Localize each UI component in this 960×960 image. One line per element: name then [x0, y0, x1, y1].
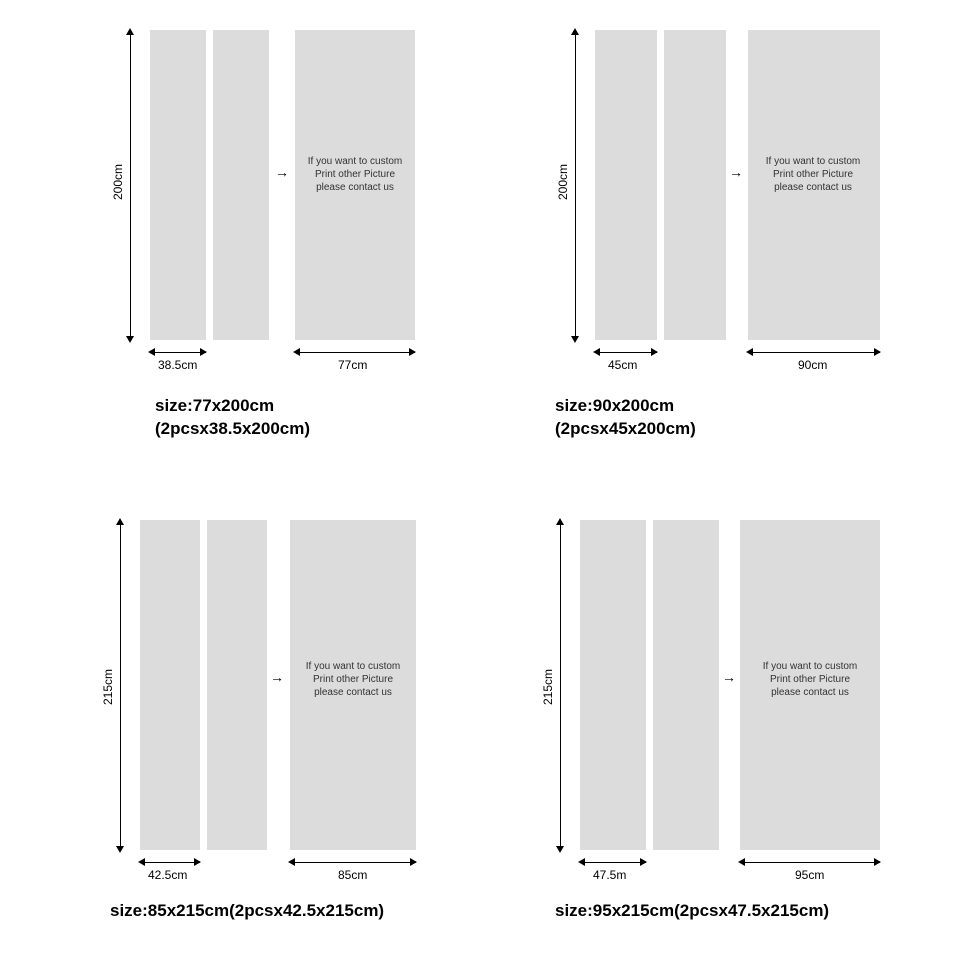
arrow-right-icon: → [275, 165, 289, 179]
full-width-label: 77cm [338, 358, 367, 372]
half-width-dim-line [595, 352, 657, 353]
size-grid: 200cm → If you want to custom Print othe… [0, 0, 960, 960]
note-line-2: Print other Picture [773, 169, 853, 180]
arrow-right-icon: → [270, 670, 284, 684]
note-line-1: If you want to custom [308, 156, 403, 167]
half-width-label: 38.5cm [158, 358, 197, 372]
diagram-95x215: 215cm → If you want to custom Print othe… [480, 480, 960, 960]
note-line-1: If you want to custom [766, 156, 861, 167]
half-panel-a [140, 520, 200, 850]
size-diagram-cell: 200cm → If you want to custom Print othe… [480, 0, 960, 480]
caption-line-1: size:77x200cm [155, 396, 274, 415]
size-caption: size:90x200cm (2pcsx45x200cm) [555, 395, 696, 441]
half-panel-a [580, 520, 646, 850]
arrowhead-right-icon [640, 858, 647, 866]
arrowhead-right-icon [651, 348, 658, 356]
height-label: 215cm [101, 669, 115, 705]
height-dim-line [560, 520, 561, 850]
half-width-label: 47.5m [593, 868, 626, 882]
arrowhead-left-icon [578, 858, 585, 866]
size-caption: size:95x215cm(2pcsx47.5x215cm) [555, 900, 829, 923]
note-line-2: Print other Picture [770, 674, 850, 685]
full-width-dim-line [748, 352, 880, 353]
arrowhead-down-icon [556, 846, 564, 853]
size-diagram-cell: 215cm → If you want to custom Print othe… [0, 480, 480, 960]
note-line-2: Print other Picture [313, 674, 393, 685]
arrowhead-left-icon [148, 348, 155, 356]
diagram-77x200: 200cm → If you want to custom Print othe… [0, 0, 480, 480]
height-label: 200cm [556, 164, 570, 200]
full-width-label: 95cm [795, 868, 824, 882]
arrowhead-right-icon [874, 348, 881, 356]
full-width-dim-line [740, 862, 880, 863]
note-line-3: please contact us [774, 182, 852, 193]
arrowhead-down-icon [116, 846, 124, 853]
arrowhead-down-icon [571, 336, 579, 343]
note-line-3: please contact us [771, 687, 849, 698]
size-diagram-cell: 215cm → If you want to custom Print othe… [480, 480, 960, 960]
custom-note: If you want to custom Print other Pictur… [753, 155, 873, 194]
custom-note: If you want to custom Print other Pictur… [295, 155, 415, 194]
arrowhead-up-icon [116, 518, 124, 525]
arrowhead-down-icon [126, 336, 134, 343]
height-dim-line [120, 520, 121, 850]
caption-line-1: size:95x215cm(2pcsx47.5x215cm) [555, 901, 829, 920]
note-line-3: please contact us [316, 182, 394, 193]
arrowhead-right-icon [410, 858, 417, 866]
caption-line-1: size:90x200cm [555, 396, 674, 415]
caption-line-1: size:85x215cm(2pcsx42.5x215cm) [110, 901, 384, 920]
half-width-label: 42.5cm [148, 868, 187, 882]
arrowhead-right-icon [200, 348, 207, 356]
note-line-3: please contact us [314, 687, 392, 698]
custom-note: If you want to custom Print other Pictur… [293, 660, 413, 699]
half-width-dim-line [580, 862, 646, 863]
half-panel-b [207, 520, 267, 850]
arrowhead-right-icon [409, 348, 416, 356]
full-width-dim-line [295, 352, 415, 353]
half-panel-a [595, 30, 657, 340]
arrow-right-icon: → [722, 670, 736, 684]
size-diagram-cell: 200cm → If you want to custom Print othe… [0, 0, 480, 480]
full-width-dim-line [290, 862, 416, 863]
diagram-90x200: 200cm → If you want to custom Print othe… [480, 0, 960, 480]
arrowhead-left-icon [593, 348, 600, 356]
note-line-1: If you want to custom [763, 661, 858, 672]
half-width-label: 45cm [608, 358, 637, 372]
height-label: 215cm [541, 669, 555, 705]
half-width-dim-line [150, 352, 206, 353]
diagram-85x215: 215cm → If you want to custom Print othe… [0, 480, 480, 960]
custom-note: If you want to custom Print other Pictur… [750, 660, 870, 699]
full-width-label: 85cm [338, 868, 367, 882]
half-panel-b [664, 30, 726, 340]
half-panel-a [150, 30, 206, 340]
half-panel-b [213, 30, 269, 340]
arrow-right-icon: → [729, 165, 743, 179]
height-dim-line [575, 30, 576, 340]
note-line-2: Print other Picture [315, 169, 395, 180]
height-label: 200cm [111, 164, 125, 200]
arrowhead-left-icon [293, 348, 300, 356]
half-width-dim-line [140, 862, 200, 863]
arrowhead-left-icon [746, 348, 753, 356]
arrowhead-left-icon [138, 858, 145, 866]
full-width-label: 90cm [798, 358, 827, 372]
size-caption: size:77x200cm (2pcsx38.5x200cm) [155, 395, 310, 441]
arrowhead-left-icon [738, 858, 745, 866]
height-dim-line [130, 30, 131, 340]
caption-line-2: (2pcsx38.5x200cm) [155, 419, 310, 438]
arrowhead-up-icon [556, 518, 564, 525]
note-line-1: If you want to custom [306, 661, 401, 672]
arrowhead-right-icon [194, 858, 201, 866]
half-panel-b [653, 520, 719, 850]
caption-line-2: (2pcsx45x200cm) [555, 419, 696, 438]
arrowhead-left-icon [288, 858, 295, 866]
size-caption: size:85x215cm(2pcsx42.5x215cm) [110, 900, 384, 923]
arrowhead-up-icon [571, 28, 579, 35]
arrowhead-up-icon [126, 28, 134, 35]
arrowhead-right-icon [874, 858, 881, 866]
